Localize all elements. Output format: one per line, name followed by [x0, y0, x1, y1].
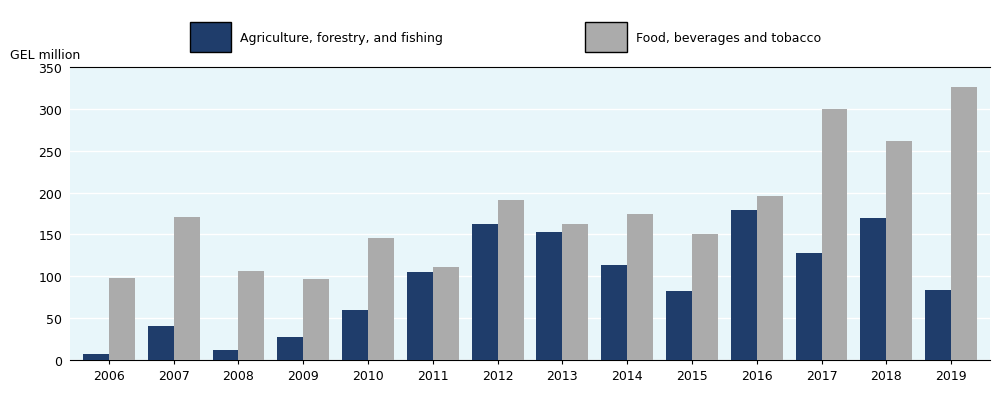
Bar [303, 279, 329, 360]
Bar [822, 110, 847, 360]
Bar [601, 266, 627, 360]
Text: Agriculture, forestry, and fishing: Agriculture, forestry, and fishing [240, 31, 443, 45]
Bar [148, 326, 174, 360]
Bar [692, 234, 718, 360]
FancyBboxPatch shape [585, 23, 627, 53]
Bar [213, 350, 238, 360]
Bar [109, 278, 135, 360]
Bar [433, 267, 459, 360]
Bar [860, 218, 886, 360]
Bar [951, 88, 977, 360]
Bar [562, 224, 588, 360]
Bar [498, 200, 524, 360]
Bar [238, 272, 264, 360]
Bar [407, 272, 433, 360]
Bar [627, 215, 653, 360]
Text: GEL million: GEL million [10, 49, 80, 62]
Bar [757, 196, 783, 360]
Text: Food, beverages and tobacco: Food, beverages and tobacco [636, 31, 821, 45]
Bar [472, 224, 498, 360]
Bar [925, 290, 951, 360]
Bar [666, 292, 692, 360]
Bar [731, 211, 757, 360]
Bar [886, 142, 912, 360]
Bar [796, 253, 822, 360]
Bar [368, 238, 394, 360]
FancyBboxPatch shape [190, 23, 231, 53]
Bar [174, 217, 200, 360]
Bar [277, 337, 303, 360]
Bar [536, 232, 562, 360]
Bar [83, 354, 109, 360]
Bar [342, 310, 368, 360]
